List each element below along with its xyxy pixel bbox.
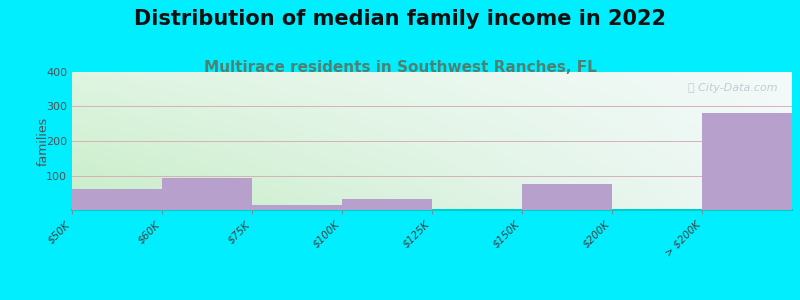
Bar [162,178,252,210]
Bar [342,199,432,210]
Y-axis label: families: families [37,116,50,166]
Text: Multirace residents in Southwest Ranches, FL: Multirace residents in Southwest Ranches… [204,60,596,75]
Text: 🔍 City-Data.com: 🔍 City-Data.com [688,83,778,93]
Bar [702,113,792,210]
Bar [252,205,342,210]
Bar [72,189,162,210]
Bar [522,184,612,210]
Text: Distribution of median family income in 2022: Distribution of median family income in … [134,9,666,29]
